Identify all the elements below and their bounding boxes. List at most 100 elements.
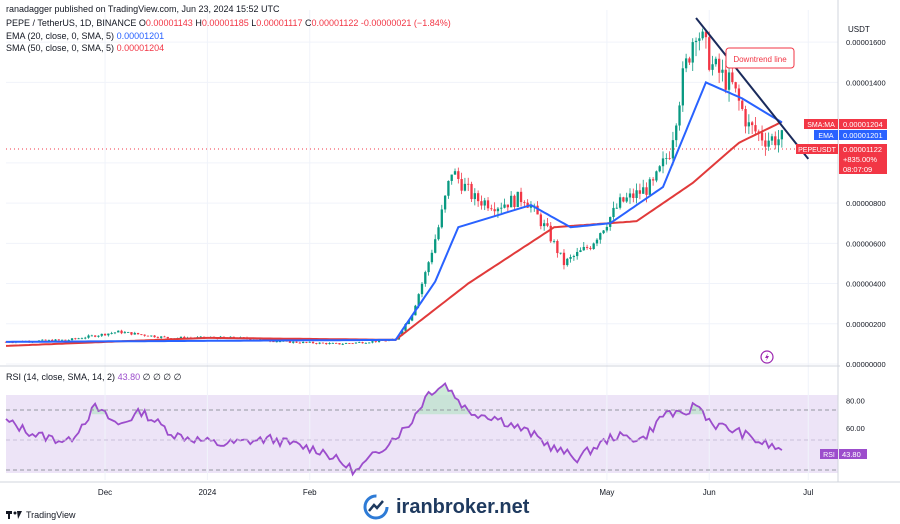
sma-legend[interactable]: SMA (50, close, 0, SMA, 5) 0.00001204 (6, 43, 164, 54)
candle-body (127, 332, 130, 333)
candle-body (513, 195, 516, 208)
candle-body (110, 333, 113, 334)
candle-body (711, 64, 714, 70)
candle-body (658, 166, 661, 172)
price-axis: 0.000016000.000014000.000010000.00000800… (846, 38, 886, 369)
ema-tag-bg (814, 130, 838, 140)
candle-body (708, 37, 711, 70)
candle-body (734, 82, 737, 89)
candle-body (559, 252, 562, 254)
candle-body (503, 204, 506, 208)
candle-body (552, 240, 556, 242)
change-value: -0.00000021 (−1.84%) (360, 18, 451, 28)
ema-legend-value: 0.00001201 (116, 31, 165, 41)
candle-body (523, 202, 526, 203)
candle-body (506, 204, 509, 208)
candle-body (457, 171, 460, 180)
candle-body (493, 209, 496, 212)
candle-body (681, 68, 684, 106)
sma-line (5, 120, 783, 347)
annotation-box (725, 47, 795, 69)
tradingview-logo[interactable]: TradingView (6, 510, 76, 520)
candle-body (107, 333, 110, 336)
candle-body (160, 336, 163, 338)
candle-body (602, 230, 605, 234)
last-price-bg (839, 144, 887, 174)
candle-body (562, 252, 566, 266)
candle-body (295, 341, 298, 343)
watermark-text: iranbroker.net (396, 495, 530, 518)
candle-body (143, 334, 146, 336)
candle-body (325, 343, 328, 345)
close-value: 0.00001122 (311, 18, 359, 28)
candle-body (163, 336, 166, 338)
candle-body (443, 195, 447, 210)
candle-body (751, 122, 754, 126)
candle-body (93, 335, 97, 337)
candle-body (529, 205, 533, 208)
candle-body (47, 339, 51, 341)
candle-body (764, 140, 767, 147)
candle-body (576, 251, 579, 257)
candle-body (727, 72, 731, 90)
candle-body (384, 340, 387, 342)
low-label: L (251, 18, 257, 28)
candle-body (450, 174, 453, 181)
candle-body (543, 223, 546, 227)
candle-body (298, 342, 301, 344)
candle-body (549, 225, 552, 242)
rsi-axis: 80.00 60.00 (846, 397, 865, 433)
candle-body (70, 338, 74, 341)
candle-body (767, 140, 770, 147)
open-value: 0.00001143 (145, 18, 193, 28)
candle-body (757, 131, 760, 133)
candle-body (417, 294, 420, 306)
candle-body (780, 130, 784, 140)
candle-body (589, 247, 592, 249)
price-tick: 0.00001400 (846, 78, 886, 87)
candle-body (694, 40, 698, 43)
candle-body (57, 339, 60, 341)
candle-body (87, 335, 90, 338)
candle-body (120, 330, 123, 334)
high-value: 0.00001185 (201, 18, 249, 28)
lightning-icon[interactable] (760, 350, 774, 364)
candle-body (486, 200, 490, 209)
candle-body (301, 341, 305, 344)
candle-body (348, 343, 351, 345)
candle-body (150, 335, 153, 337)
candle-body (153, 335, 156, 338)
candle-body (678, 105, 681, 126)
ema-legend[interactable]: EMA (20, close, 0, SMA, 5) 0.00001201 (6, 31, 164, 42)
candle-body (585, 246, 589, 248)
ema-line (6, 81, 783, 343)
time-axis: Dec 2024 Feb May Jun Jul (98, 488, 814, 497)
candle-body (701, 31, 704, 39)
time-tick: 2024 (198, 488, 216, 497)
candle-body (133, 332, 136, 335)
countdown: 08:07:09 (843, 165, 872, 174)
candle-body (321, 342, 325, 344)
candle-body (516, 191, 519, 208)
candle-body (612, 207, 615, 218)
candle-body (117, 330, 120, 333)
candle-body (770, 136, 774, 141)
candle-body (331, 342, 335, 344)
sma-legend-value: 0.00001204 (116, 43, 165, 53)
candle-body (308, 341, 311, 343)
candle-body (364, 342, 368, 344)
candle-body (500, 207, 503, 209)
candle-body (741, 100, 744, 110)
candle-body (539, 214, 543, 227)
candle-body (747, 122, 751, 127)
time-tick: Feb (303, 488, 317, 497)
rsi-legend[interactable]: RSI (14, close, SMA, 14, 2) 43.80 ∅ ∅ ∅ … (6, 372, 181, 383)
candle-body (642, 187, 645, 194)
candle-body (136, 332, 140, 335)
candle-body (420, 283, 424, 295)
iranbroker-icon (363, 494, 389, 520)
high-label: H (195, 18, 202, 28)
candle-body (361, 342, 364, 344)
candle-body (467, 183, 470, 185)
candle-body (648, 179, 651, 195)
